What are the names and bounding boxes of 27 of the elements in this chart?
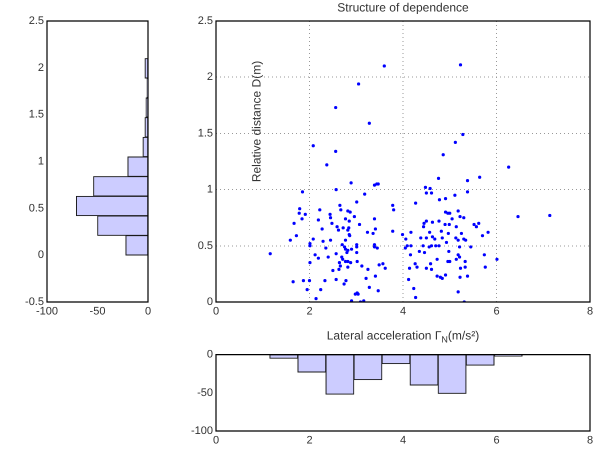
x-tick-label: 2 <box>306 434 313 447</box>
y-tick-label: 2.5 <box>28 15 44 28</box>
x-tick-label: 4 <box>400 306 406 318</box>
y-tick-label: 2 <box>206 71 213 84</box>
y-tick-label: 2 <box>38 62 44 74</box>
x-tick-label: 4 <box>400 434 406 447</box>
y-tick-label: -100 <box>190 425 213 438</box>
y-tick-label: 0 <box>206 296 213 308</box>
x-tick-label: -50 <box>90 306 106 318</box>
y-tick-label: 0 <box>38 249 44 262</box>
x-tick-label: 2 <box>306 306 313 318</box>
chart-title: Structure of dependence <box>337 0 470 14</box>
x-tick-label: 0 <box>144 306 152 318</box>
y-tick-label: 0.5 <box>198 240 213 252</box>
x-tick-label: 8 <box>586 434 594 447</box>
x-tick-label: 6 <box>493 434 500 447</box>
y-tick-label: 1 <box>38 156 44 168</box>
y-tick-label: 0 <box>206 348 213 361</box>
x-tick-label: 8 <box>586 306 594 318</box>
x-tick-label: 6 <box>493 306 500 318</box>
y-tick-label: 1 <box>206 184 213 196</box>
y-tick-label: 1.5 <box>198 127 213 140</box>
y-tick-label: 2.5 <box>198 15 213 28</box>
y-axis-title: Relative distance D(m) <box>249 60 264 182</box>
y-tick-label: 0.5 <box>28 202 44 214</box>
y-tick-label: -50 <box>197 386 213 399</box>
y-tick-label: 1.5 <box>28 108 44 121</box>
